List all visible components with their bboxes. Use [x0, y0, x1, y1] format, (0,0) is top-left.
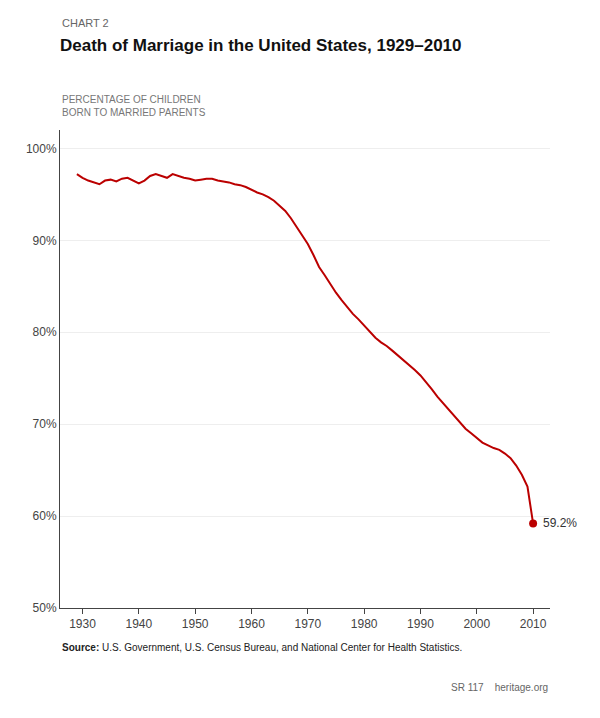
- svg-text:1990: 1990: [407, 617, 434, 631]
- svg-text:1960: 1960: [238, 617, 265, 631]
- svg-text:1930: 1930: [69, 617, 96, 631]
- svg-text:80%: 80%: [33, 325, 57, 339]
- svg-text:100%: 100%: [26, 142, 57, 156]
- svg-text:2000: 2000: [463, 617, 490, 631]
- svg-text:1950: 1950: [182, 617, 209, 631]
- svg-text:SR 117 heritage.org: SR 117 heritage.org: [451, 682, 548, 693]
- svg-text:Death of Marriage in the Unite: Death of Marriage in the United States, …: [60, 36, 462, 55]
- svg-text:1970: 1970: [294, 617, 321, 631]
- svg-text:50%: 50%: [33, 601, 57, 615]
- svg-text:2010: 2010: [520, 617, 547, 631]
- svg-text:CHART 2: CHART 2: [62, 17, 109, 29]
- svg-text:70%: 70%: [33, 417, 57, 431]
- svg-text:Source: U.S. Government, U.S.: Source: U.S. Government, U.S. Census Bur…: [62, 642, 462, 653]
- svg-text:1980: 1980: [351, 617, 378, 631]
- svg-text:59.2%: 59.2%: [543, 516, 577, 530]
- svg-text:90%: 90%: [33, 234, 57, 248]
- svg-text:1940: 1940: [125, 617, 152, 631]
- svg-text:PERCENTAGE OF CHILDRENBORN TO: PERCENTAGE OF CHILDRENBORN TO MARRIED PA…: [62, 94, 206, 118]
- svg-text:60%: 60%: [33, 509, 57, 523]
